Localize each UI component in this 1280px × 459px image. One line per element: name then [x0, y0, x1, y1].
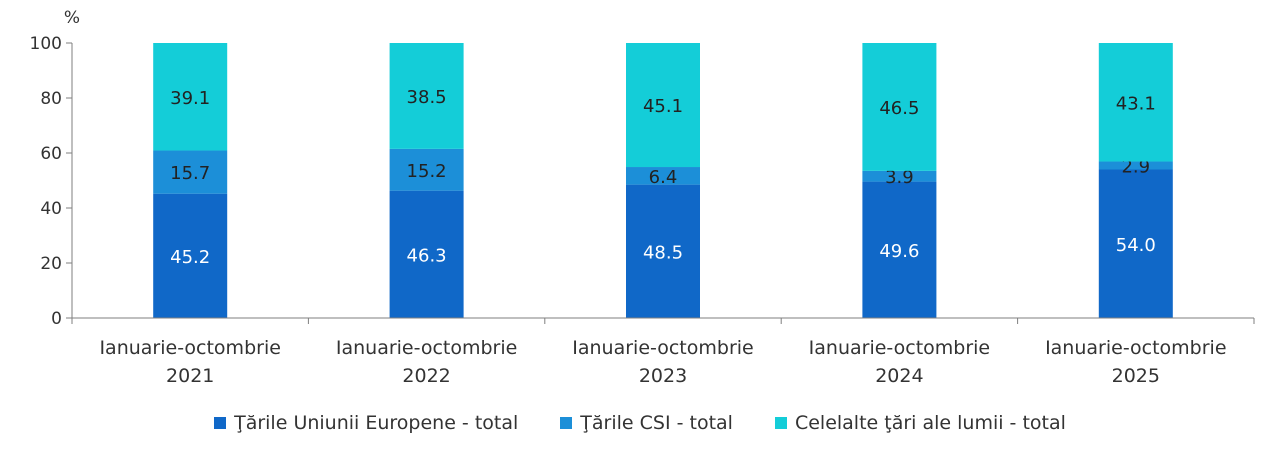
legend-label-csi: Ţările CSI - total	[580, 412, 733, 434]
x-tick-label: 2023	[639, 365, 687, 387]
bar-segment-other	[626, 43, 700, 168]
y-axis-label: %	[64, 8, 80, 28]
x-tick-label: Ianuarie-octombrie	[336, 337, 517, 359]
bar-segment-other	[862, 43, 937, 171]
data-label-eu: 49.6	[879, 241, 919, 262]
x-tick-label: Ianuarie-octombrie	[809, 337, 990, 359]
data-label-other: 38.5	[407, 87, 447, 108]
data-label-csi: 15.7	[170, 163, 210, 184]
bar-segment-other	[153, 43, 228, 151]
legend-swatch-other	[774, 417, 787, 429]
x-tick-label: 2024	[875, 365, 923, 387]
legend-label-eu: Ţările Uniunii Europene - total	[234, 412, 519, 434]
bar-segment-other	[389, 43, 464, 149]
legend: Ţările Uniunii Europene - total Ţările C…	[0, 412, 1280, 434]
bar-segment-csi	[862, 170, 937, 182]
legend-swatch-csi	[560, 417, 573, 429]
y-tick-label: 20	[40, 254, 62, 274]
x-tick-label: Ianuarie-octombrie	[572, 337, 753, 359]
legend-item-eu: Ţările Uniunii Europene - total	[214, 412, 518, 434]
data-label-csi: 15.2	[407, 161, 447, 182]
y-tick-label: 100	[30, 34, 62, 54]
legend-item-csi: Ţările CSI - total	[560, 412, 733, 434]
bar-segment-csi	[153, 150, 228, 194]
bar-segment-eu	[1098, 169, 1173, 318]
bar-segment-csi	[389, 148, 464, 191]
data-label-csi: 6.4	[649, 167, 678, 188]
x-tick-label: 2022	[402, 365, 450, 387]
data-label-eu: 54.0	[1116, 235, 1156, 256]
x-tick-label: 2025	[1112, 365, 1160, 387]
x-tick-label: Ianuarie-octombrie	[1045, 337, 1226, 359]
bar-segment-eu	[862, 181, 937, 318]
bar-segment-eu	[153, 193, 228, 318]
data-label-eu: 46.3	[407, 245, 447, 266]
x-tick-label: 2021	[166, 365, 214, 387]
data-label-eu: 45.2	[170, 247, 210, 268]
data-label-other: 46.5	[879, 98, 919, 119]
legend-label-other: Celelalte ţări ale lumii - total	[794, 412, 1066, 434]
x-tick-label: Ianuarie-octombrie	[99, 337, 280, 359]
bar-segment-csi	[1098, 161, 1173, 170]
data-label-other: 43.1	[1116, 93, 1156, 114]
bar-segment-eu	[389, 190, 464, 318]
y-tick-label: 60	[40, 144, 62, 164]
legend-swatch-eu	[214, 417, 227, 429]
bar-segment-other	[1098, 43, 1173, 162]
data-label-other: 45.1	[643, 96, 683, 117]
y-tick-label: 40	[40, 199, 62, 219]
data-label-csi: 2.9	[1121, 157, 1150, 178]
y-tick-label: 0	[51, 309, 62, 329]
y-tick-label: 80	[40, 89, 62, 109]
bar-segment-eu	[626, 184, 700, 318]
legend-item-other: Celelalte ţări ale lumii - total	[774, 412, 1066, 434]
data-label-eu: 48.5	[643, 242, 683, 263]
data-label-csi: 3.9	[885, 167, 914, 188]
bar-segment-csi	[626, 167, 700, 185]
data-label-other: 39.1	[170, 88, 210, 109]
